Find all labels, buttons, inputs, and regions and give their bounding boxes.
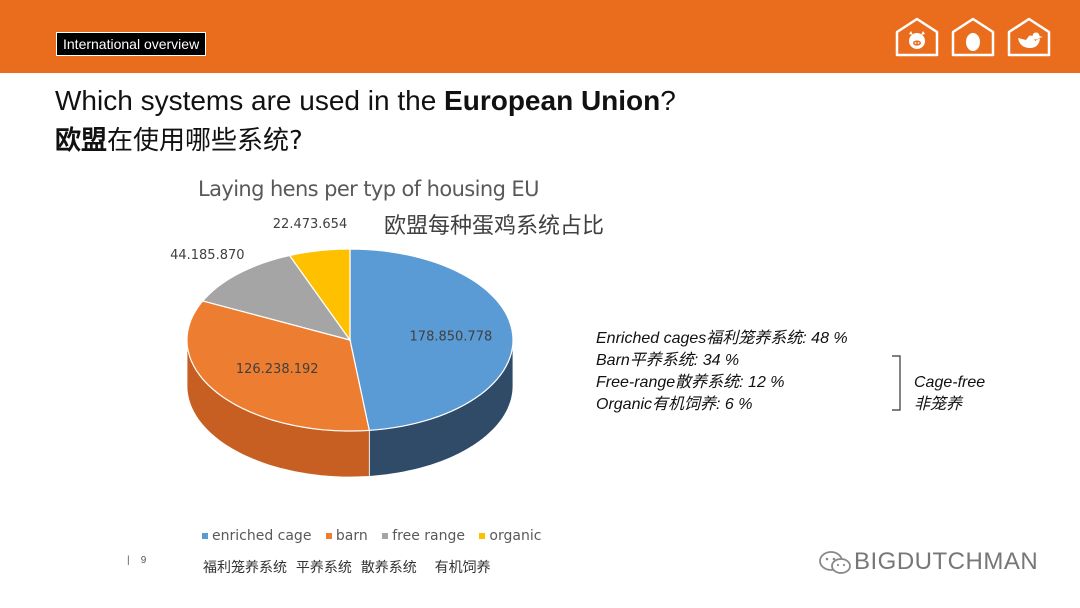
pig-icon	[895, 17, 939, 57]
pie-slice-enriched	[349, 248, 514, 432]
stat-line-barn: Barn平养系统: 34 %	[596, 352, 740, 369]
stat-line-organic: Organic有机饲养: 6 %	[596, 396, 753, 413]
egg-icon	[951, 17, 995, 57]
cagefree-bracket	[892, 355, 901, 411]
chart-legend: enriched cage barn free range organic	[202, 528, 551, 544]
stat-line-enriched: Enriched cages福利笼养系统: 48 %	[596, 330, 848, 347]
pie-slice-organic	[288, 248, 351, 342]
watermark: BIGDUTCHMAN	[818, 548, 1038, 576]
slide-title-en: Which systems are used in the European U…	[55, 85, 676, 116]
data-label-enriched: 178.850.778	[410, 330, 493, 345]
pie-slice-free-range	[201, 254, 352, 342]
legend-cn-organic: 有机饲养	[434, 560, 491, 576]
legend-item-organic: organic	[479, 528, 541, 544]
chart-title: Laying hens per typ of housing EU	[198, 177, 539, 201]
data-label-barn: 126.238.192	[236, 362, 319, 377]
stats-list: Enriched cages福利笼养系统: 48 % Barn平养系统: 34 …	[596, 328, 848, 416]
legend-cn: 福利笼养系统 平养系统 散养系统 有机饲养	[203, 557, 491, 577]
legend-cn-enriched: 福利笼养系统	[203, 560, 287, 576]
page-number: | 9	[127, 555, 147, 566]
chart-subtitle: 欧盟每种蛋鸡系统占比	[384, 214, 605, 239]
legend-item-enriched: enriched cage	[202, 528, 311, 544]
chicken-icon	[1007, 17, 1051, 57]
legend-item-free-range: free range	[382, 528, 465, 544]
section-tag: International overview	[56, 32, 207, 56]
data-label-organic: 22.473.654	[273, 217, 347, 232]
legend-cn-free-range: 散养系统	[360, 560, 417, 576]
legend-cn-barn: 平养系统	[295, 560, 352, 576]
wechat-icon	[819, 550, 851, 574]
legend-item-barn: barn	[325, 528, 368, 544]
cagefree-label: Cage-free 非笼养	[914, 372, 985, 416]
cagefree-label-en: Cage-free	[914, 374, 986, 391]
slide-title-cn: 欧盟在使用哪些系统?	[55, 126, 303, 156]
data-label-free-range: 44.185.870	[170, 248, 244, 263]
cagefree-label-cn: 非笼养	[914, 396, 963, 413]
watermark-text: BIGDUTCHMAN	[854, 548, 1039, 575]
stat-line-free-range: Free-range散养系统: 12 %	[596, 374, 785, 391]
